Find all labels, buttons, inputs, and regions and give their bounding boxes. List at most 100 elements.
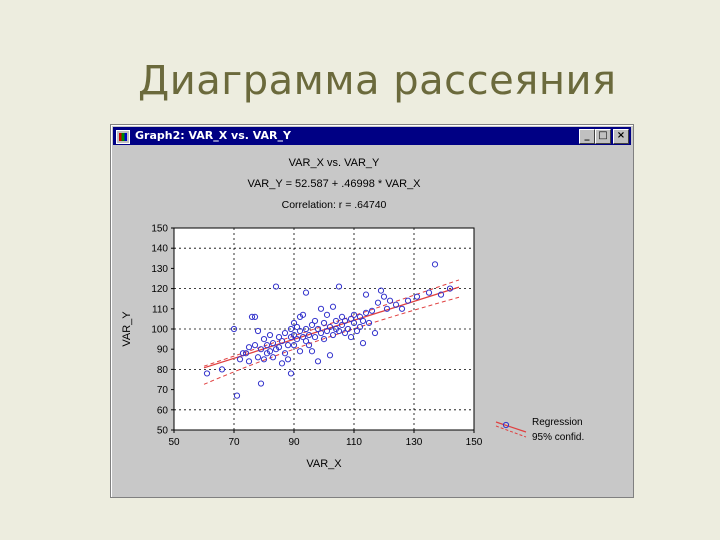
data-point (320, 336, 328, 343)
y-tick-label: 100 (151, 325, 168, 336)
data-point (350, 311, 358, 318)
data-point (269, 354, 277, 361)
data-point (341, 329, 349, 337)
data-point (257, 346, 265, 353)
data-point (245, 344, 253, 351)
data-point (278, 338, 286, 345)
data-point (287, 370, 295, 377)
data-point (305, 342, 313, 349)
data-point (383, 305, 391, 312)
data-point (380, 293, 388, 300)
data-point (296, 348, 304, 355)
data-point (329, 303, 337, 310)
data-point (233, 392, 241, 399)
data-point (302, 338, 310, 345)
legend-label-confidence: 95% confid. (532, 432, 584, 443)
data-point (386, 297, 394, 304)
y-tick-label: 60 (157, 405, 169, 416)
data-point (287, 325, 295, 333)
data-point (311, 317, 319, 325)
data-point (251, 313, 259, 320)
data-point (284, 356, 292, 363)
data-point (218, 366, 226, 373)
data-point (326, 352, 334, 359)
y-tick-label: 150 (151, 224, 168, 235)
data-point (281, 350, 289, 357)
maximize-button[interactable]: □ (595, 129, 611, 144)
data-point (353, 327, 361, 335)
y-tick-label: 110 (152, 304, 168, 315)
data-point (266, 331, 274, 339)
data-point (437, 291, 445, 298)
data-point (374, 299, 382, 306)
y-tick-label: 80 (157, 365, 169, 376)
data-point (359, 317, 367, 325)
legend-point-swatch (502, 421, 510, 429)
y-tick-label: 90 (157, 345, 169, 356)
data-point (362, 309, 370, 316)
data-point (275, 344, 283, 351)
data-point (254, 354, 262, 361)
slide-title: Диаграмма рассеяния (138, 58, 617, 104)
y-tick-label: 70 (157, 385, 169, 396)
data-point (335, 283, 343, 290)
data-point (290, 342, 298, 349)
data-point (284, 342, 292, 349)
data-point (392, 301, 400, 308)
data-point (245, 358, 253, 365)
data-point (320, 319, 328, 327)
data-point (242, 350, 250, 357)
y-tick-label: 120 (151, 284, 168, 295)
y-axis-label: VAR_Y (121, 311, 133, 347)
data-point (302, 325, 310, 333)
legend-label-regression: Regression (532, 417, 583, 428)
x-tick-label: 150 (466, 437, 483, 448)
data-point (404, 297, 412, 304)
data-point (356, 313, 364, 320)
data-point (332, 317, 340, 325)
data-point (359, 340, 367, 347)
x-tick-label: 130 (406, 437, 423, 448)
app-icon (116, 130, 130, 144)
y-tick-label: 140 (151, 244, 168, 255)
x-axis-label: VAR_X (306, 458, 342, 470)
data-point (248, 313, 256, 320)
data-point (350, 319, 358, 327)
data-point (299, 311, 307, 318)
x-tick-label: 70 (228, 437, 240, 448)
data-point (326, 323, 334, 331)
data-point (413, 293, 421, 300)
data-point (254, 327, 262, 335)
chart-title: VAR_X vs. VAR_Y (289, 157, 380, 169)
data-point (329, 331, 337, 339)
y-tick-label: 50 (157, 426, 169, 437)
data-point (299, 333, 307, 341)
data-point (446, 285, 454, 292)
graph-window: Graph2: VAR_X vs. VAR_Y _ □ × 50 70 90 110 1… (110, 124, 634, 498)
x-tick-label: 110 (346, 437, 362, 448)
data-point (338, 313, 346, 320)
window-titlebar[interactable]: Graph2: VAR_X vs. VAR_Y _ □ × (113, 127, 631, 145)
data-point (431, 261, 439, 268)
data-point (236, 356, 244, 363)
minimize-button[interactable]: _ (579, 129, 595, 144)
data-point (293, 336, 301, 343)
data-point (203, 370, 211, 377)
data-point (308, 348, 316, 355)
data-point (314, 325, 322, 333)
legend-confidence-swatch (495, 425, 527, 438)
data-point (275, 333, 283, 341)
data-point (335, 327, 343, 335)
data-point (362, 291, 370, 298)
data-point (371, 329, 379, 337)
data-point (317, 305, 325, 312)
data-point (281, 329, 289, 337)
data-point (311, 333, 319, 341)
y-tick-label: 130 (151, 264, 168, 275)
legend-regression-swatch (495, 421, 527, 433)
data-point (293, 323, 301, 331)
data-point (260, 356, 268, 363)
data-point (251, 342, 259, 349)
close-button[interactable]: × (613, 129, 629, 144)
data-point (260, 336, 268, 343)
